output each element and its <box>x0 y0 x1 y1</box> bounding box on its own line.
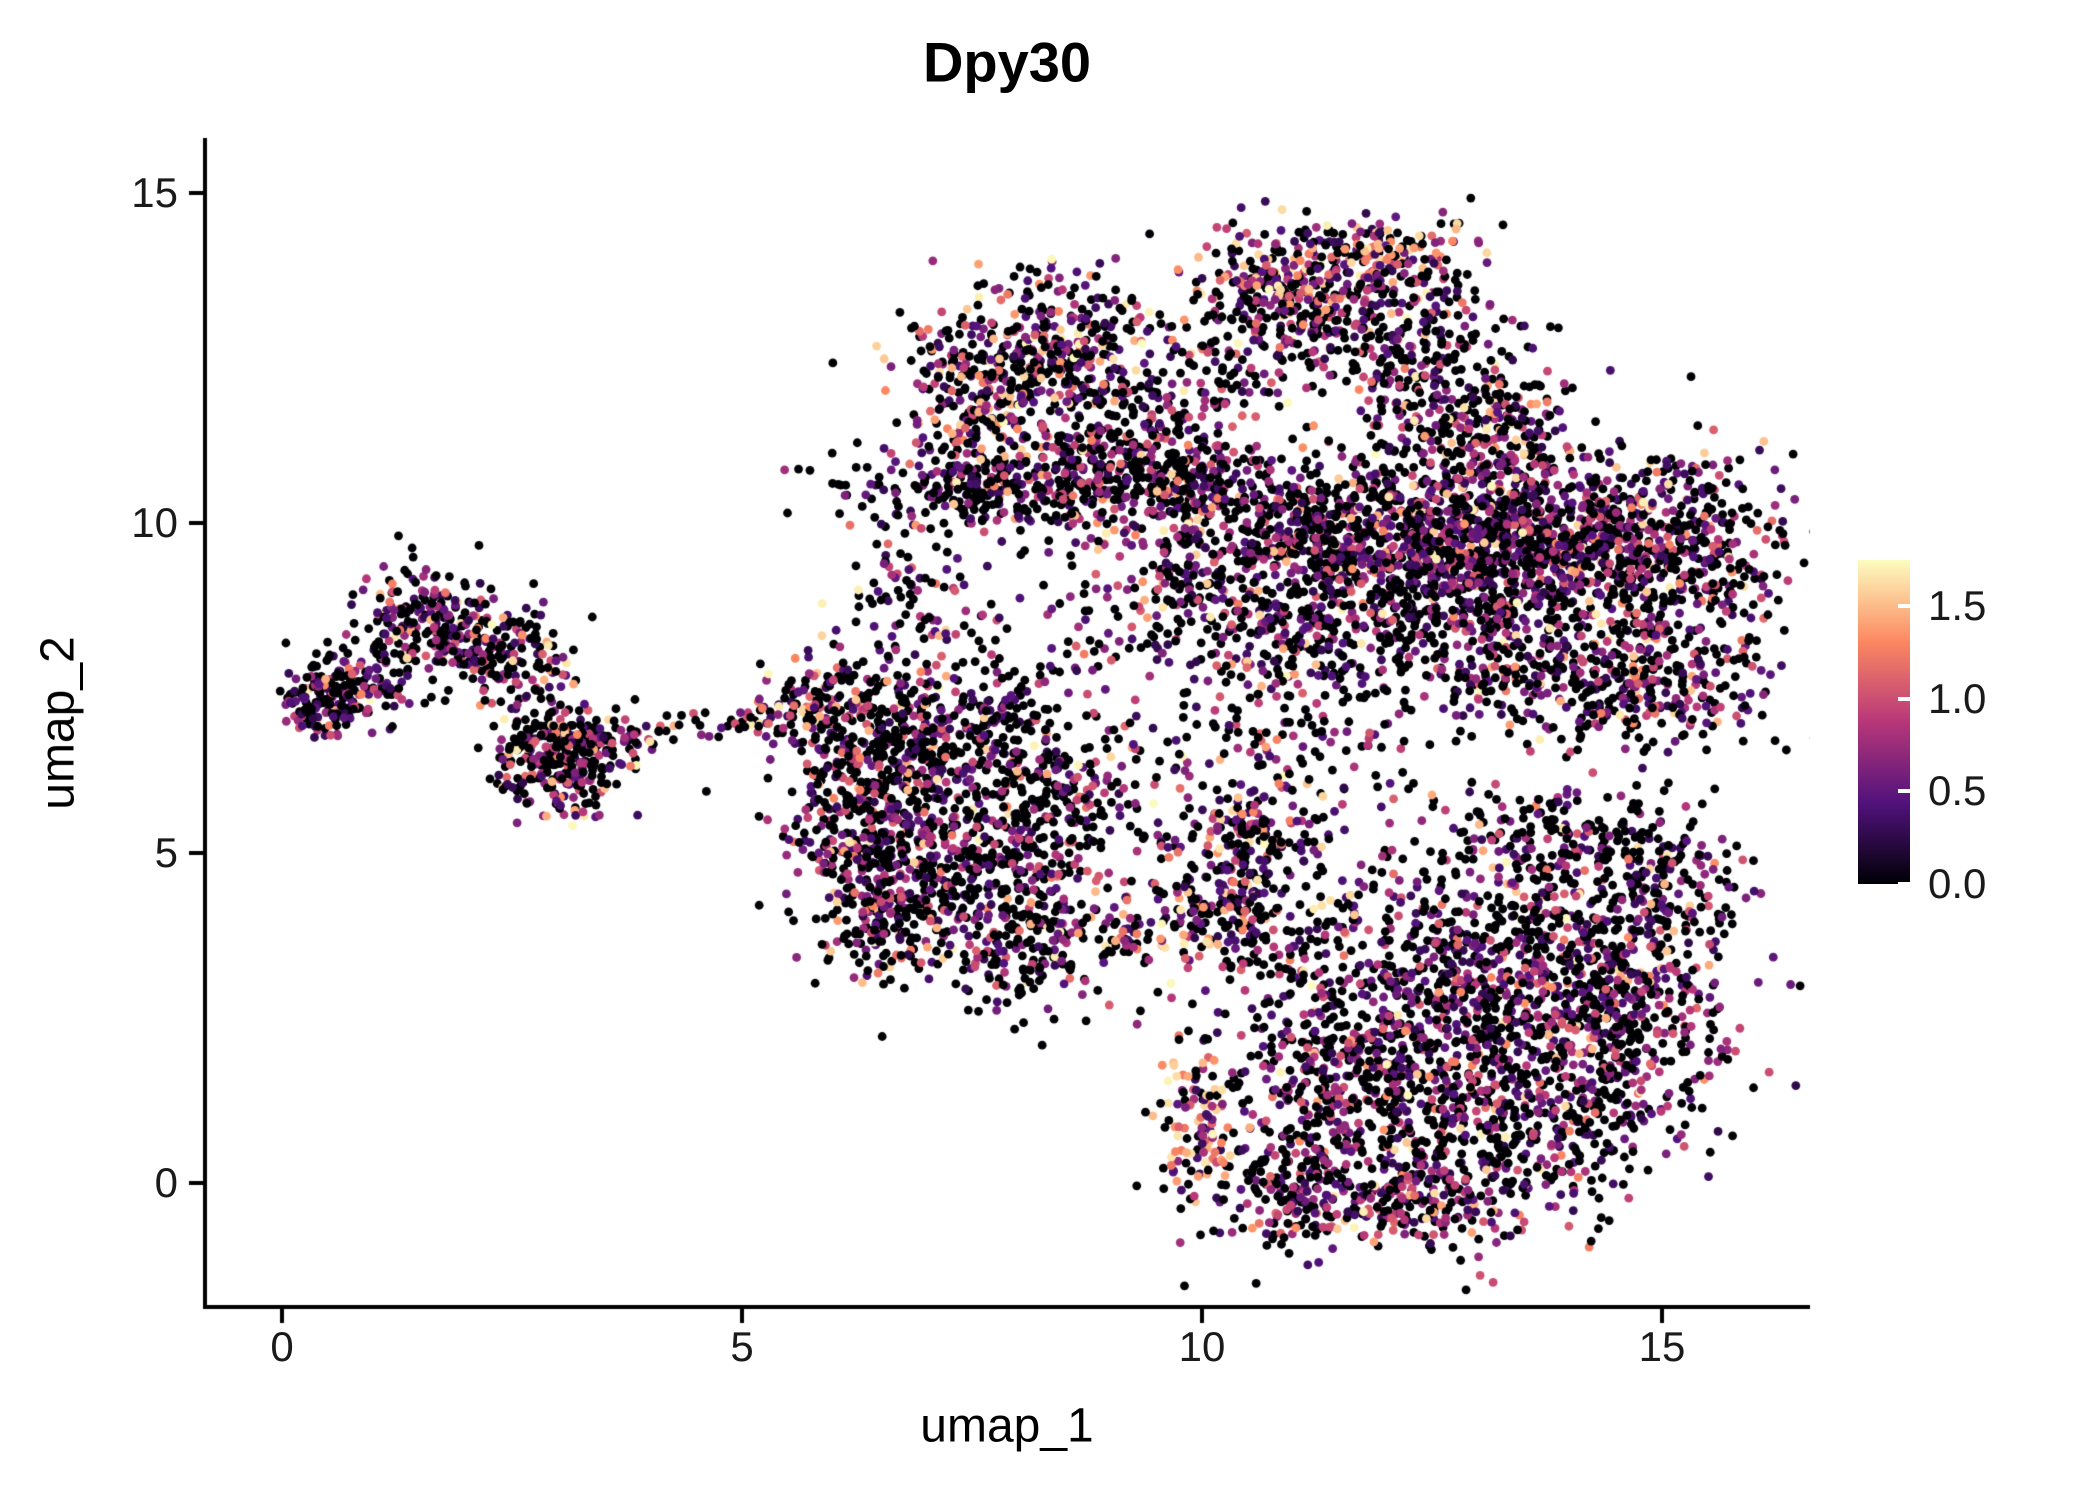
x-axis-label: umap_1 <box>920 1399 1094 1453</box>
colorbar-tick-label-1.5: 1.5 <box>1928 582 1987 630</box>
colorbar-tick-mark-0.0 <box>1898 882 1910 886</box>
y-tick-label-0: 0 <box>154 1159 178 1206</box>
colorbar: 1.5 1.0 0.5 0.0 <box>1858 560 1986 905</box>
colorbar-tick-label-0.0: 0.0 <box>1928 860 1987 907</box>
plot-title: Dpy30 <box>922 30 1092 94</box>
x-tick-label-15: 15 <box>1638 1323 1686 1370</box>
colorbar-tick-mark-1.0 <box>1898 696 1910 701</box>
y-tick-label-15: 15 <box>131 169 178 216</box>
colorbar-tick-label-0.5: 0.5 <box>1928 767 1987 815</box>
x-tick-label-0: 0 <box>270 1323 294 1370</box>
x-tick-label-5: 5 <box>730 1323 754 1370</box>
x-tick-label-10: 10 <box>1178 1323 1226 1370</box>
colorbar-tick-mark-1.5 <box>1898 604 1910 609</box>
colorbar-tick-mark-0.5 <box>1898 789 1910 794</box>
colorbar-gradient <box>1858 560 1910 884</box>
y-axis-label: umap_2 <box>31 636 85 810</box>
y-tick-label-5: 5 <box>154 829 178 876</box>
colorbar-tick-label-1.0: 1.0 <box>1928 674 1987 722</box>
y-tick-label-10: 10 <box>131 499 178 546</box>
